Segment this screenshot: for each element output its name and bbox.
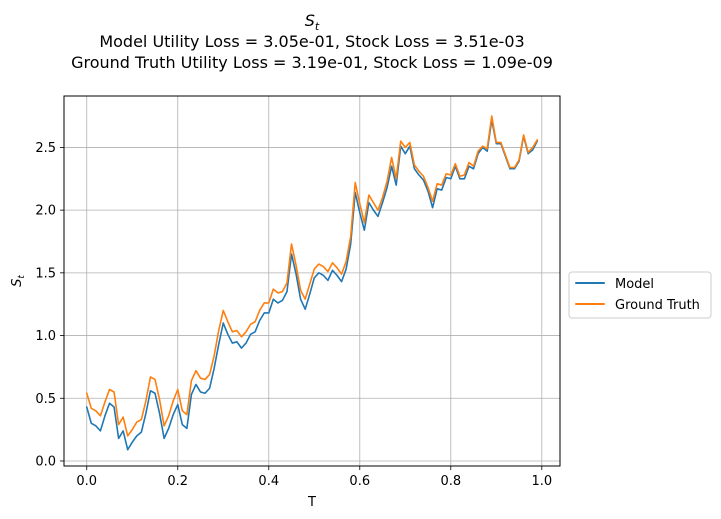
- legend-label-ground-truth: Ground Truth: [615, 298, 700, 313]
- plot-frame: [63, 95, 561, 467]
- y-tick-label: 1.5: [35, 266, 56, 281]
- chart-title-line-1: Model Utility Loss = 3.05e-01, Stock Los…: [99, 32, 524, 51]
- x-tick-label: 0.0: [76, 474, 97, 489]
- y-tick-label: 1.0: [35, 329, 56, 344]
- y-tick-label: 0.0: [35, 454, 56, 469]
- x-axis-label: T: [307, 495, 316, 510]
- x-tick-label: 0.2: [167, 474, 188, 489]
- axis-ticks: 0.0 0.2 0.4 0.6 0.8 1.0 0.0 0.5 1.0 1.5 2.0 2.5: [35, 141, 552, 489]
- x-tick-label: 0.4: [258, 474, 279, 489]
- series-line-model: [85, 119, 539, 451]
- series-line-ground-truth: [85, 115, 539, 437]
- chart-title-line-2: Ground Truth Utility Loss = 3.19e-01, St…: [71, 53, 553, 72]
- series-lines: [85, 115, 539, 451]
- y-tick-label: 2.0: [35, 204, 56, 219]
- plot-area: [64, 96, 560, 466]
- x-tick-label: 1.0: [531, 474, 552, 489]
- y-tick-label: 2.5: [35, 141, 56, 156]
- legend-label-model: Model: [615, 277, 654, 292]
- chart-title-symbol: St: [305, 11, 320, 33]
- y-axis-label: St: [10, 275, 27, 287]
- x-tick-label: 0.8: [440, 474, 461, 489]
- y-tick-label: 0.5: [35, 392, 56, 407]
- x-tick-label: 0.6: [349, 474, 370, 489]
- legend: Model Ground Truth: [568, 271, 712, 319]
